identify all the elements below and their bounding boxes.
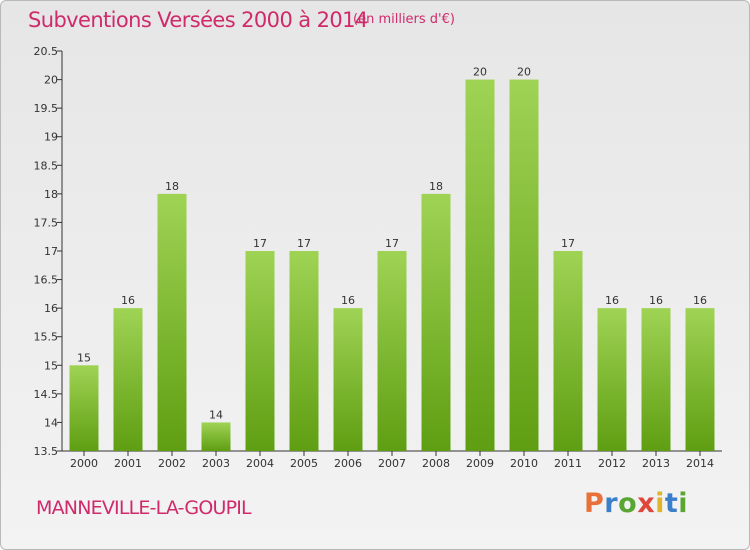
data-label: 20 xyxy=(517,66,531,79)
data-label: 17 xyxy=(385,237,399,250)
y-tick-label: 18.5 xyxy=(34,159,59,172)
y-tick-label: 15 xyxy=(44,359,58,372)
bar xyxy=(597,308,627,451)
data-label: 16 xyxy=(693,294,707,307)
data-label: 17 xyxy=(253,237,267,250)
bar xyxy=(201,422,231,451)
y-tick-label: 18 xyxy=(44,188,58,201)
y-tick-label: 14 xyxy=(44,416,58,429)
data-label: 16 xyxy=(341,294,355,307)
x-tick-label: 2014 xyxy=(686,457,714,470)
logo-letter: P xyxy=(584,488,605,519)
x-tick-label: 2005 xyxy=(290,457,318,470)
axes: 13.5 14 14.5 15 15.5 16 16.5 17 17.5 18 18.5 19 19.5… xyxy=(34,45,722,470)
x-tick-label: 2007 xyxy=(378,457,406,470)
x-tick-label: 2010 xyxy=(510,457,538,470)
data-label: 18 xyxy=(429,180,443,193)
y-tick-label: 17 xyxy=(44,245,58,258)
x-tick-label: 2011 xyxy=(554,457,582,470)
chart-title: Subventions Versées 2000 à 2014 xyxy=(28,8,368,32)
y-tick-label: 13.5 xyxy=(34,445,59,458)
bar xyxy=(641,308,671,451)
y-tick-label: 14.5 xyxy=(34,388,59,401)
commune-name: MANNEVILLE-LA-GOUPIL xyxy=(36,497,252,519)
data-label: 17 xyxy=(561,237,575,250)
x-tick-label: 2008 xyxy=(422,457,450,470)
y-tick-label: 19 xyxy=(44,131,58,144)
bars xyxy=(69,79,715,452)
x-tick-label: 2013 xyxy=(642,457,670,470)
bar xyxy=(69,365,99,451)
logo-letter: r xyxy=(604,488,619,519)
data-label: 16 xyxy=(605,294,619,307)
y-tick-label: 16 xyxy=(44,302,58,315)
bar xyxy=(377,251,407,451)
bar xyxy=(509,79,539,452)
data-label: 20 xyxy=(473,66,487,79)
x-tick-label: 2001 xyxy=(114,457,142,470)
logo-letter: t xyxy=(664,488,679,519)
x-tick-label: 2002 xyxy=(158,457,186,470)
bar xyxy=(289,251,319,451)
data-label: 17 xyxy=(297,237,311,250)
data-label: 15 xyxy=(77,351,91,364)
data-label: 16 xyxy=(121,294,135,307)
bar xyxy=(553,251,583,451)
logo-letter: i xyxy=(655,488,665,519)
bar xyxy=(421,193,451,451)
bar xyxy=(333,308,363,451)
y-tick-label: 20 xyxy=(44,74,58,87)
y-tick-label: 19.5 xyxy=(34,102,59,115)
data-label: 18 xyxy=(165,180,179,193)
proxiti-logo: Proxiti xyxy=(584,488,688,519)
chart-unit: (en milliers d'€) xyxy=(353,12,455,27)
x-tick-label: 2004 xyxy=(246,457,274,470)
bar xyxy=(685,308,715,451)
bar xyxy=(157,193,187,451)
data-label: 16 xyxy=(649,294,663,307)
y-tick-label: 17.5 xyxy=(34,216,59,229)
y-tick-label: 20.5 xyxy=(34,45,59,58)
y-tick-label: 15.5 xyxy=(34,331,59,344)
x-tick-label: 2009 xyxy=(466,457,494,470)
x-tick-label: 2006 xyxy=(334,457,362,470)
logo-letter: i xyxy=(678,488,689,519)
logo-letter: o xyxy=(618,488,638,519)
logo-letter: x xyxy=(637,488,656,519)
y-tick-label: 16.5 xyxy=(34,274,59,287)
data-label: 14 xyxy=(209,408,223,421)
x-tick-label: 2000 xyxy=(70,457,98,470)
bar xyxy=(113,308,143,451)
bar xyxy=(245,251,275,451)
value-labels: 15 16 18 14 17 17 16 17 18 20 20 17 16 16 16 xyxy=(77,66,707,422)
x-tick-label: 2012 xyxy=(598,457,626,470)
x-tick-label: 2003 xyxy=(202,457,230,470)
bar xyxy=(465,79,495,452)
